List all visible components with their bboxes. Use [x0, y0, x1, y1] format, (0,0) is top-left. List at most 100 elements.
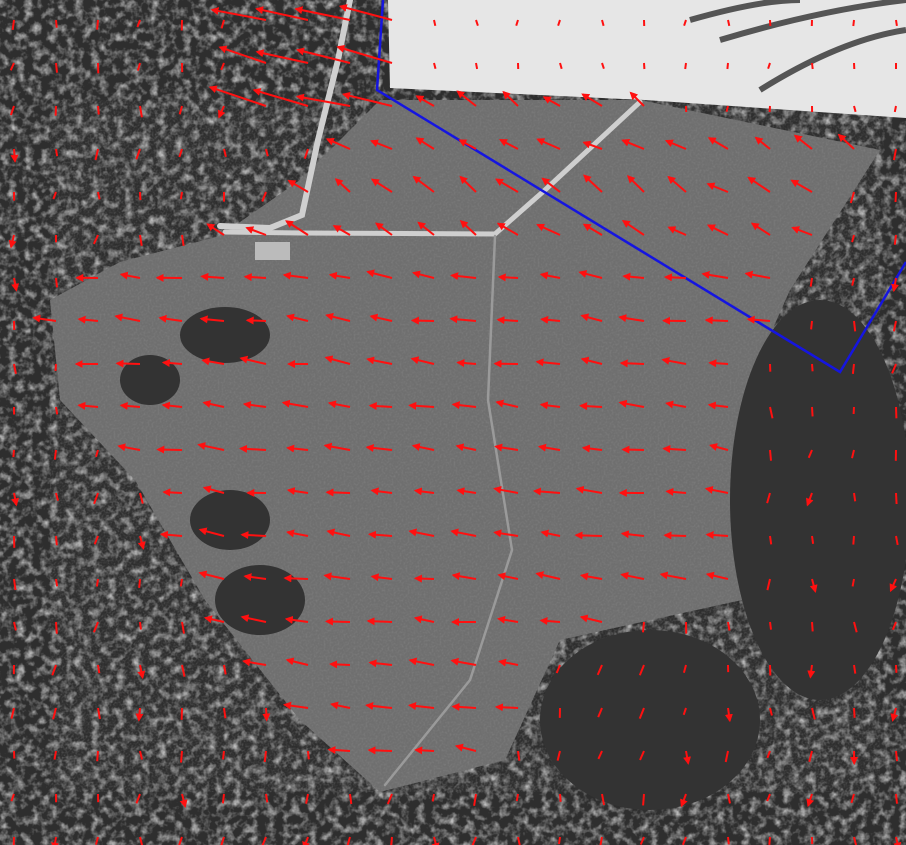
building [255, 242, 290, 260]
quarry-ridges [689, 0, 906, 93]
vector-arrow [895, 492, 898, 505]
vector-arrow [451, 702, 477, 711]
vector-arrow [51, 664, 57, 676]
vector-arrow [791, 226, 813, 236]
vector-arrow [181, 664, 186, 677]
vector-arrow [408, 702, 435, 710]
vector-arrow [368, 530, 393, 539]
vector-arrow [493, 529, 519, 538]
vector-arrow [197, 442, 225, 451]
vector-arrow [282, 271, 309, 280]
vector-arrow [180, 750, 183, 763]
vector-arrow [55, 19, 58, 28]
vector-arrow [11, 492, 20, 507]
vector-arrow [893, 105, 897, 113]
vector-arrow [581, 444, 603, 453]
vector-arrow [502, 90, 519, 107]
vector-arrow [240, 531, 267, 540]
vector-arrow [555, 664, 561, 674]
vector-arrow [198, 570, 225, 580]
vector-arrow [136, 62, 141, 71]
vector-arrow [414, 746, 435, 755]
vector-arrow [13, 621, 17, 631]
vector-arrow [365, 702, 393, 710]
vector-arrow [853, 664, 857, 674]
vector-arrow [294, 6, 351, 21]
vector-arrow [638, 707, 645, 719]
vector-arrow [367, 746, 393, 755]
vector-arrow [539, 271, 561, 280]
vector-arrow [891, 277, 899, 293]
vector-arrow [708, 359, 729, 368]
vector-arrow [431, 793, 435, 802]
vector-arrow [895, 535, 899, 546]
vector-arrow [366, 356, 393, 365]
vector-arrow [768, 836, 771, 845]
vector-arrow [221, 793, 225, 804]
vector-arrow [807, 664, 816, 679]
vector-arrow [255, 49, 309, 64]
vector-arrow [895, 19, 898, 27]
vector-arrow [494, 703, 519, 712]
vector-arrow [370, 487, 393, 496]
vector-arrow [327, 746, 351, 755]
vector-arrow [55, 535, 58, 546]
vector-arrow [10, 707, 15, 719]
vector-arrow [597, 750, 603, 760]
vector-arrow [323, 572, 351, 581]
vector-arrow [263, 750, 267, 763]
vector-arrow [178, 836, 183, 845]
vector-arrow [456, 90, 477, 107]
vector-arrow [581, 93, 603, 107]
vector-arrow [410, 316, 435, 325]
vector-arrow [579, 572, 603, 581]
vector-arrow [661, 356, 687, 365]
vector-arrow [365, 444, 393, 452]
vector-arrow [517, 836, 521, 845]
vector-arrow [97, 191, 101, 200]
vector-arrow [135, 707, 144, 722]
vector-arrow [417, 221, 435, 236]
vector-arrow [161, 401, 183, 410]
vector-arrow [95, 836, 99, 845]
vector-arrow [325, 488, 351, 497]
vector-arrow [201, 357, 225, 366]
vector-arrow [851, 363, 855, 375]
vector-arrow [412, 270, 435, 279]
vector-arrow [580, 356, 603, 365]
vector-arrow [55, 148, 59, 157]
vector-arrow [252, 88, 309, 107]
vector-arrow [683, 19, 687, 27]
vector-arrow [766, 578, 771, 591]
vector-arrow [536, 138, 561, 150]
vector-arrow [375, 222, 393, 236]
vector-arrow [724, 707, 733, 723]
vector-arrow [893, 234, 897, 245]
vector-arrow [329, 660, 351, 669]
vector-arrow [431, 836, 440, 845]
vector-arrow [408, 528, 435, 537]
vector-arrow [725, 105, 729, 113]
vector-arrow [601, 793, 605, 806]
vector-arrow [115, 359, 141, 368]
vector-arrow [892, 320, 897, 332]
vector-arrow [136, 19, 141, 28]
vector-arrow [55, 578, 59, 587]
vector-arrow [305, 793, 309, 804]
vector-arrow [55, 277, 58, 288]
vector-arrow [179, 578, 183, 587]
vector-arrow [667, 226, 687, 236]
vector-arrow [559, 793, 562, 802]
vector-arrow [851, 234, 855, 243]
vector-arrow [727, 793, 731, 804]
vector-arrow [810, 320, 813, 330]
vector-arrow [618, 314, 645, 323]
vector-arrow [181, 621, 185, 634]
vector-arrow [750, 222, 771, 236]
vector-arrow [53, 449, 57, 460]
vector-arrow [245, 316, 267, 325]
vector-arrow [408, 401, 435, 410]
vector-arrow [262, 707, 271, 722]
vector-arrow [286, 487, 309, 495]
vector-arrow [895, 750, 899, 762]
